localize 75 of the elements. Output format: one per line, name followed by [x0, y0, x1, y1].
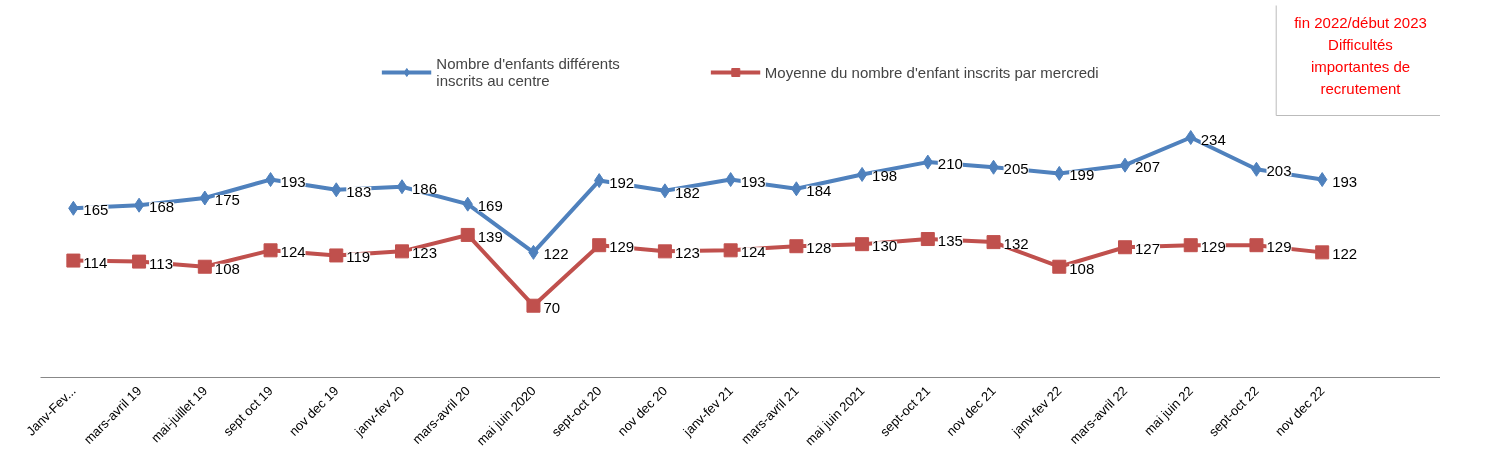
x-tick-label: mai juin 22	[1140, 383, 1197, 439]
point	[396, 179, 408, 195]
data-label: 135	[937, 232, 963, 250]
data-label: 130	[872, 237, 898, 255]
point	[856, 166, 868, 182]
text: fin 2022/début 2023 Difficultés importantes de recrutement	[1294, 14, 1427, 98]
data-label: 210	[937, 155, 963, 173]
data-label: 184	[806, 181, 832, 199]
data-label: 193	[740, 172, 766, 190]
data-label: 186	[412, 179, 438, 197]
point	[855, 237, 870, 252]
point	[395, 244, 409, 259]
point	[263, 243, 278, 258]
point	[197, 259, 212, 274]
data-label: 123	[412, 244, 438, 262]
data-label: 108	[1069, 259, 1095, 277]
data-label: 132	[1003, 235, 1029, 253]
data-label: 113	[149, 254, 174, 272]
data-label: 234	[1200, 130, 1226, 148]
data-label: 165	[83, 201, 109, 219]
data-label: 192	[609, 173, 635, 191]
data-label: 122	[1332, 245, 1358, 263]
data-label: 124	[740, 243, 766, 261]
data-label: 129	[1200, 238, 1226, 256]
data-label: 203	[1266, 162, 1292, 180]
data-label: 129	[1266, 238, 1292, 256]
data-label: 175	[214, 191, 240, 209]
x-tick-label: sept oct 19	[220, 383, 276, 439]
x-tick-label: nov dec 22	[1271, 383, 1328, 439]
data-label: 198	[872, 167, 898, 185]
data-label: 169	[477, 197, 503, 215]
data-label: 70	[543, 298, 561, 316]
data-label: 127	[1135, 240, 1161, 258]
point	[592, 238, 607, 253]
point	[1118, 240, 1133, 255]
point	[133, 197, 145, 213]
data-label: 124	[280, 243, 306, 261]
x-tick-label: nov dec 20	[614, 383, 671, 439]
data-label: 168	[149, 198, 175, 216]
point	[657, 244, 672, 259]
point	[460, 227, 475, 242]
point	[526, 298, 541, 313]
data-label: 183	[346, 182, 372, 200]
legend-label: Nombre d'enfants différents inscrits au centre	[436, 55, 620, 89]
x-tick-label: nov dec 19	[286, 383, 342, 439]
point	[659, 183, 671, 199]
data-label: 123	[674, 244, 700, 262]
point	[986, 235, 1001, 250]
point	[66, 253, 81, 268]
legend-label: Moyenne du nombre d'enfant inscrits par mercredi	[764, 63, 1099, 81]
data-label: 199	[1069, 166, 1095, 184]
data-label: 182	[674, 183, 700, 201]
data-label: 128	[806, 239, 832, 257]
data-label: 193	[280, 172, 306, 190]
point	[1119, 157, 1131, 173]
data-label: 139	[477, 227, 503, 245]
data-label: 108	[214, 259, 240, 277]
x-tick-label: nov dec 21	[943, 383, 999, 439]
data-label: 119	[346, 248, 371, 266]
point	[789, 239, 804, 254]
data-label: 114	[83, 253, 108, 271]
point	[1185, 130, 1196, 145]
point	[132, 254, 147, 269]
data-label: 122	[543, 245, 569, 263]
point	[1249, 238, 1264, 253]
data-label: 193	[1332, 172, 1358, 190]
point	[723, 243, 738, 258]
point	[1052, 259, 1067, 274]
data-label: 205	[1003, 160, 1029, 178]
point	[1315, 245, 1330, 260]
data-label: 129	[609, 238, 635, 256]
point	[329, 248, 344, 263]
data-label: 207	[1135, 158, 1161, 176]
point	[920, 232, 935, 247]
point	[1183, 238, 1198, 253]
